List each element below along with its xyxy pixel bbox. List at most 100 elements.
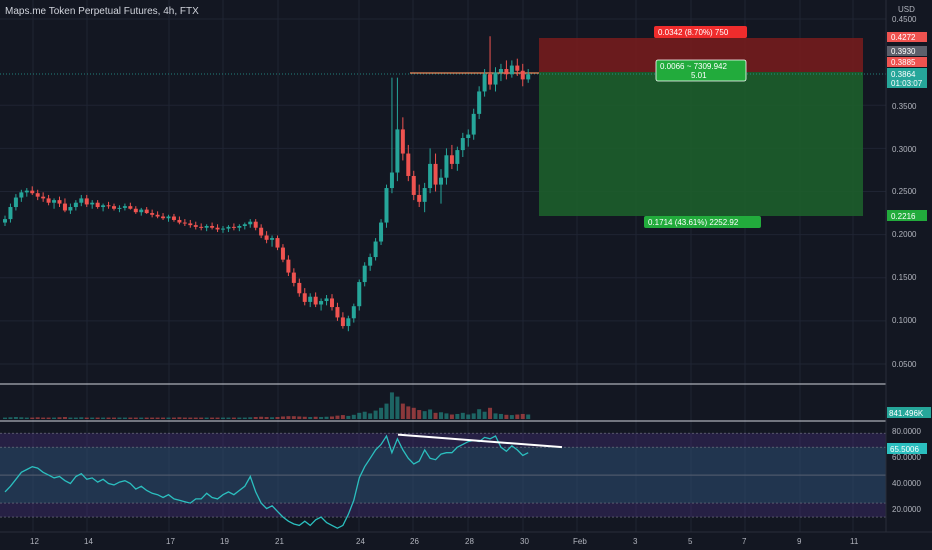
volume-bar <box>128 417 133 419</box>
candle-body <box>144 209 149 214</box>
time-tick: 11 <box>850 537 859 546</box>
volume-bar <box>188 417 193 419</box>
volume-bar <box>150 417 155 419</box>
candle-body <box>368 257 373 266</box>
candle-body <box>161 216 166 219</box>
candle-body <box>308 296 313 302</box>
time-tick: 5 <box>688 537 693 546</box>
candle-body <box>482 74 487 92</box>
target-price-tag <box>887 210 927 221</box>
volume-bar <box>133 417 138 419</box>
volume-bar <box>221 417 225 419</box>
volume-bar <box>144 417 149 419</box>
candle-body <box>520 70 525 80</box>
candle-body <box>253 221 258 228</box>
volume-bar <box>19 417 24 419</box>
candle-body <box>90 202 95 205</box>
candle-body <box>275 238 280 248</box>
risk-label-box[interactable] <box>654 26 747 38</box>
candle-body <box>346 318 351 327</box>
price-axis[interactable]: 0.4500 0.3500 0.3000 0.2500 0.2000 0.150… <box>892 15 917 369</box>
candle-body <box>400 129 405 154</box>
position-labels[interactable]: 0.0342 (8.70%) 750 0.0066 ~ 7309.942 5.0… <box>644 26 761 228</box>
volume-bar <box>373 410 378 419</box>
candle-body <box>313 296 318 305</box>
candle-body <box>155 214 160 217</box>
time-axis[interactable]: 12 14 17 19 21 24 26 28 30 Feb 3 5 7 9 1… <box>30 537 859 546</box>
price-tick: 0.3500 <box>892 102 917 111</box>
volume-bar <box>193 417 198 419</box>
candle-body <box>291 272 296 283</box>
volume-bar <box>493 413 498 419</box>
position-center-box[interactable] <box>655 59 747 82</box>
volume-bar <box>226 417 231 419</box>
volume-bar <box>68 417 73 419</box>
volume-bar <box>264 417 269 419</box>
rsi-tick: 60.0000 <box>892 453 921 462</box>
price-axis-unit: USD <box>898 5 915 14</box>
high-price-label: 0.3930 <box>891 47 916 56</box>
volume-bar <box>498 413 503 419</box>
candle-body <box>62 203 67 211</box>
volume-bar <box>57 417 62 419</box>
volume-bar <box>504 414 509 419</box>
candle-body <box>324 298 329 302</box>
candle-body <box>139 209 144 213</box>
volume-bar <box>177 417 182 419</box>
candle-body <box>182 222 187 224</box>
grid-lines <box>0 0 886 532</box>
time-tick: 14 <box>84 537 93 546</box>
rsi-divergence-trendline <box>397 433 563 449</box>
target-price-label: 0.2216 <box>891 212 916 221</box>
candle-body <box>433 163 438 185</box>
volume-bar <box>8 417 13 419</box>
risk-label: 0.0342 (8.70%) 750 <box>658 28 729 37</box>
candle-body <box>319 301 324 305</box>
candle-body <box>488 74 493 85</box>
candle-body <box>24 190 29 193</box>
volume-bar <box>302 416 307 419</box>
candle-body <box>455 150 460 164</box>
short-position-tool[interactable] <box>539 38 863 216</box>
time-tick: 9 <box>797 537 802 546</box>
candle-body <box>199 226 204 228</box>
rsi-axis[interactable]: 80.0000 60.0000 40.0000 20.0000 65.5006 <box>887 427 927 514</box>
volume-bar <box>313 416 318 419</box>
price-tick: 0.3000 <box>892 145 917 154</box>
volume-bar <box>79 417 84 419</box>
volume-bar <box>340 415 345 419</box>
volume-bar <box>171 417 176 419</box>
volume-bar <box>526 414 531 419</box>
candle-body <box>248 221 253 225</box>
volume-bar <box>62 417 67 419</box>
price-tick: 0.2500 <box>892 187 917 196</box>
volume-bar <box>368 413 373 419</box>
chart-title: Maps.me Token Perpetual Futures, 4h, FTX <box>5 6 199 17</box>
rsi-value-label: 65.5006 <box>890 445 919 454</box>
candle-body <box>449 155 454 164</box>
candle-body <box>101 205 106 208</box>
candle-body <box>242 224 247 226</box>
candle-body <box>52 200 57 203</box>
volume-bar <box>280 416 285 419</box>
volume-bars <box>3 392 531 419</box>
candle-body <box>188 223 193 226</box>
volume-bar <box>400 403 405 419</box>
candle-body <box>95 202 100 208</box>
price-tick: 0.2000 <box>892 230 917 239</box>
volume-bar <box>455 413 460 419</box>
volume-bar <box>275 417 280 419</box>
candle-body <box>395 129 400 173</box>
volume-bar <box>270 417 275 419</box>
candle-body <box>79 198 84 203</box>
take-profit-zone[interactable] <box>539 72 863 216</box>
time-tick: 28 <box>465 537 474 546</box>
bar-countdown-label: 01:03:07 <box>891 79 923 88</box>
reward-label-box[interactable] <box>644 216 761 228</box>
volume-bar <box>155 417 160 419</box>
rsi-tick: 40.0000 <box>892 479 921 488</box>
volume-bar <box>330 416 334 419</box>
time-tick: Feb <box>573 537 587 546</box>
volume-bar <box>231 417 236 419</box>
